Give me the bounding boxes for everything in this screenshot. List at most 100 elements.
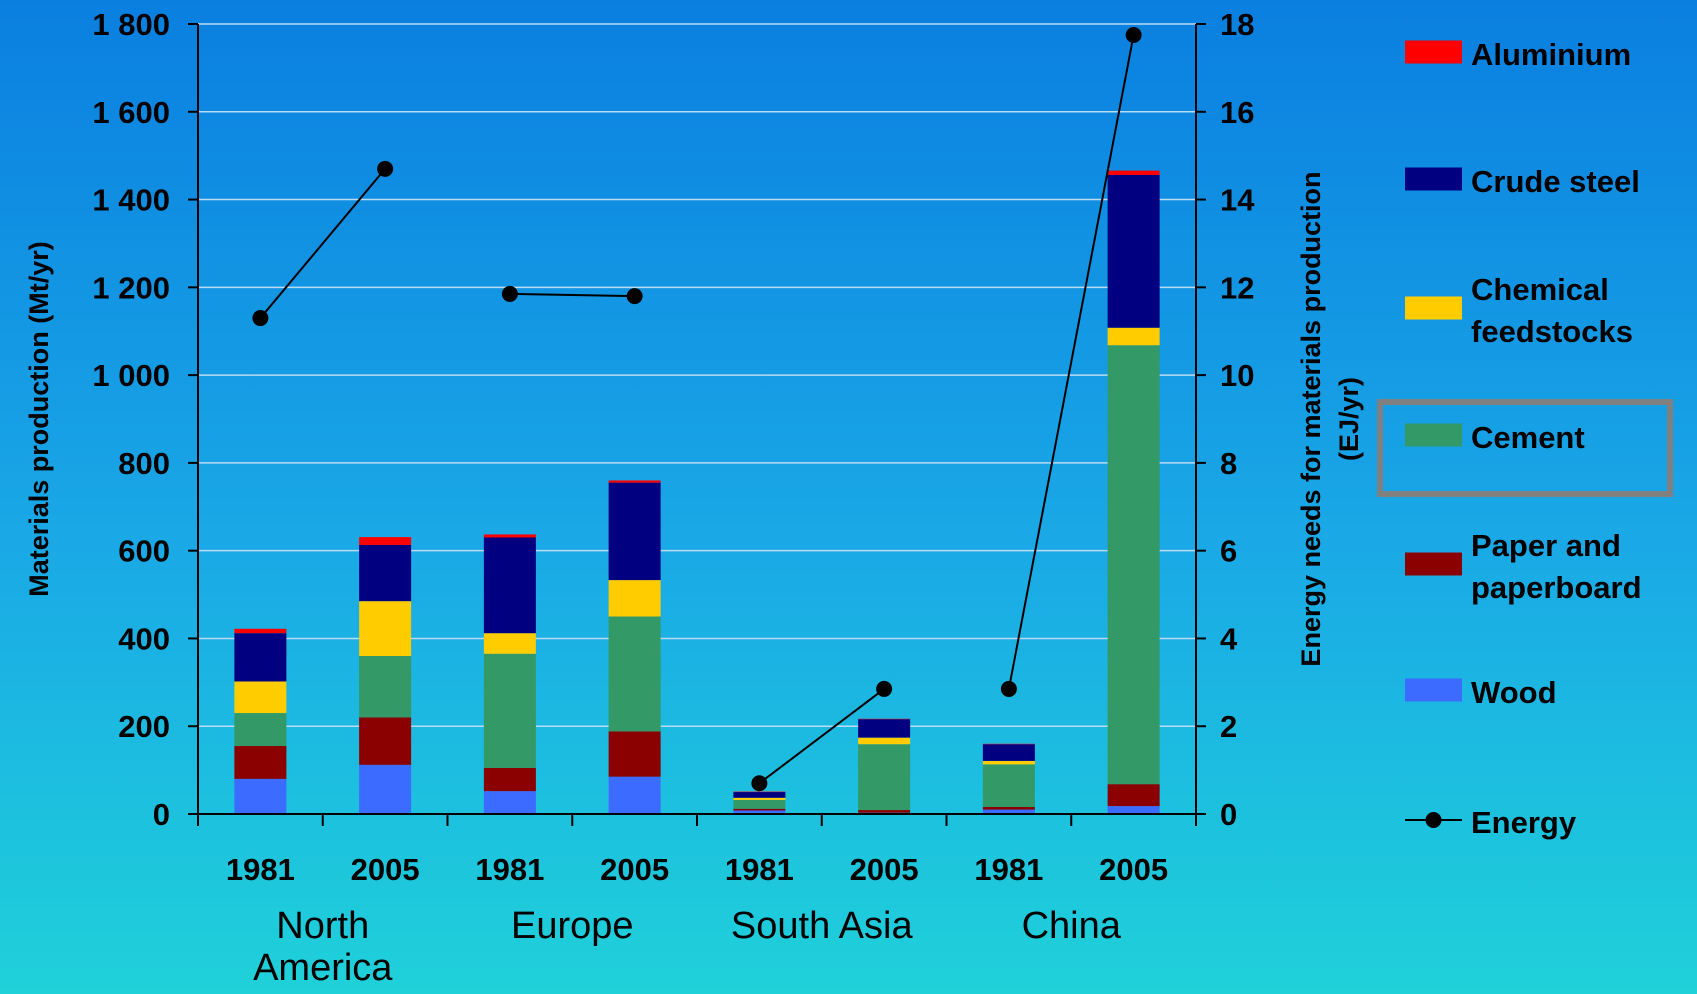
bar-segment-chemical-feedstocks — [733, 797, 786, 800]
legend-label: Wood — [1471, 675, 1557, 710]
bar-segment-chemical-feedstocks — [608, 580, 661, 617]
energy-line — [509, 292, 635, 298]
x-tick-label: 2005 — [1099, 852, 1168, 887]
left-axis-title: Materials production (Mt/yr) — [24, 241, 54, 597]
legend-swatch-chemical-feedstocks — [1405, 296, 1462, 320]
bar-segment-crude-steel — [234, 633, 287, 682]
bar-segment-crude-steel — [483, 537, 536, 634]
bar-segment-cement — [234, 713, 287, 746]
axes — [188, 23, 1206, 826]
right-tick-label: 8 — [1220, 446, 1237, 481]
right-tick-label: 14 — [1220, 183, 1255, 218]
bar-segment-aluminium — [234, 628, 287, 634]
legend-label: feedstocks — [1471, 314, 1633, 349]
bar-segment-paper-and-paperboard — [858, 810, 911, 813]
bar-segment-aluminium — [608, 480, 661, 483]
left-tick-label: 200 — [118, 709, 170, 744]
x-tick-label: 2005 — [351, 852, 420, 887]
bar-segment-wood — [608, 776, 661, 814]
bar-segment-chemical-feedstocks — [1107, 327, 1160, 346]
region-label: North — [276, 905, 369, 947]
x-tick-label: 1981 — [725, 852, 794, 887]
energy-line — [758, 688, 885, 785]
left-tick-label: 0 — [153, 797, 170, 832]
legend-swatch-cement — [1405, 423, 1462, 447]
region-label: China — [1022, 905, 1122, 947]
energy-line — [1007, 34, 1135, 690]
energy-point — [876, 680, 893, 697]
bar-segment-crude-steel — [733, 792, 786, 798]
legend-label: paperboard — [1471, 570, 1642, 605]
x-tick-label: 2005 — [600, 852, 669, 887]
energy-point — [252, 310, 269, 327]
bar-segment-paper-and-paperboard — [1107, 784, 1160, 807]
right-tick-label: 4 — [1220, 621, 1238, 656]
bar-segment-cement — [1107, 345, 1160, 785]
bar-segment-wood — [733, 810, 786, 814]
right-tick-label: 18 — [1220, 7, 1254, 42]
region-label: America — [253, 947, 393, 989]
legend-swatch-aluminium — [1405, 40, 1462, 64]
legend-label: Chemical — [1471, 272, 1609, 307]
right-tick-label: 0 — [1220, 797, 1237, 832]
bar-segment-wood — [483, 791, 536, 814]
bar-segment-paper-and-paperboard — [359, 717, 412, 765]
bar-segment-aluminium — [359, 537, 412, 545]
bar-segment-cement — [858, 744, 911, 811]
bar-segment-cement — [359, 656, 412, 718]
x-tick-label: 1981 — [974, 852, 1043, 887]
bar-segment-chemical-feedstocks — [234, 681, 287, 714]
bar-segment-crude-steel — [359, 544, 412, 602]
energy-point — [501, 285, 518, 302]
x-tick-label: 2005 — [850, 852, 919, 887]
bar-segment-chemical-feedstocks — [982, 760, 1035, 765]
legend-swatch-wood — [1405, 678, 1462, 702]
bar-segment-cement — [483, 653, 536, 768]
region-label: South Asia — [731, 905, 914, 947]
left-tick-label: 1 400 — [92, 183, 170, 218]
left-tick-label: 400 — [118, 621, 170, 656]
bar-segment-cement — [982, 764, 1035, 807]
legend-highlight-box — [1377, 399, 1673, 497]
x-tick-label: 1981 — [475, 852, 544, 887]
x-tick-labels: 1981 2005 1981 2005 1981 2005 1981 2005 — [226, 852, 1168, 887]
legend: Aluminium Crude steel Chemical feedstocks Ce… — [1377, 37, 1673, 840]
left-tick-label: 1 000 — [92, 358, 170, 393]
gridlines — [198, 23, 1196, 727]
bar-segment-wood — [982, 809, 1035, 814]
legend-label: Cement — [1471, 420, 1585, 455]
bar-segment-paper-and-paperboard — [608, 731, 661, 777]
energy-line — [259, 168, 386, 319]
right-tick-label: 10 — [1220, 358, 1254, 393]
energy-series — [252, 26, 1142, 792]
bar-segment-crude-steel — [858, 719, 911, 738]
right-axis-title: Energy needs for materials production (EJ… — [1296, 171, 1364, 666]
legend-label: Aluminium — [1471, 37, 1631, 72]
left-tick-labels: 0 200 400 600 800 1 000 1 200 1 400 1 600 1 800 — [92, 7, 170, 832]
energy-point — [377, 160, 394, 177]
stacked-bars — [234, 170, 1160, 814]
bar-segment-paper-and-paperboard — [982, 806, 1035, 810]
legend-label: Energy — [1471, 805, 1577, 840]
right-tick-label: 2 — [1220, 709, 1237, 744]
bar-segment-cement — [733, 799, 786, 809]
legend-swatch-paper-and-paperboard — [1405, 552, 1462, 576]
left-tick-label: 800 — [118, 446, 170, 481]
right-axis-title-line: (EJ/yr) — [1334, 377, 1364, 461]
left-tick-label: 1 200 — [92, 270, 170, 305]
bar-segment-crude-steel — [982, 744, 1035, 761]
left-tick-label: 600 — [118, 534, 170, 569]
right-axis-title-line: Energy needs for materials production — [1296, 171, 1326, 666]
right-tick-label: 6 — [1220, 534, 1237, 569]
bar-segment-crude-steel — [1107, 174, 1160, 328]
x-tick-label: 1981 — [226, 852, 295, 887]
right-tick-label: 12 — [1220, 270, 1254, 305]
energy-point — [1000, 680, 1017, 697]
left-tick-label: 1 600 — [92, 95, 170, 130]
bar-segment-paper-and-paperboard — [234, 745, 287, 779]
legend-marker-energy — [1425, 812, 1442, 828]
energy-point — [751, 775, 768, 792]
bar-segment-crude-steel — [608, 482, 661, 581]
